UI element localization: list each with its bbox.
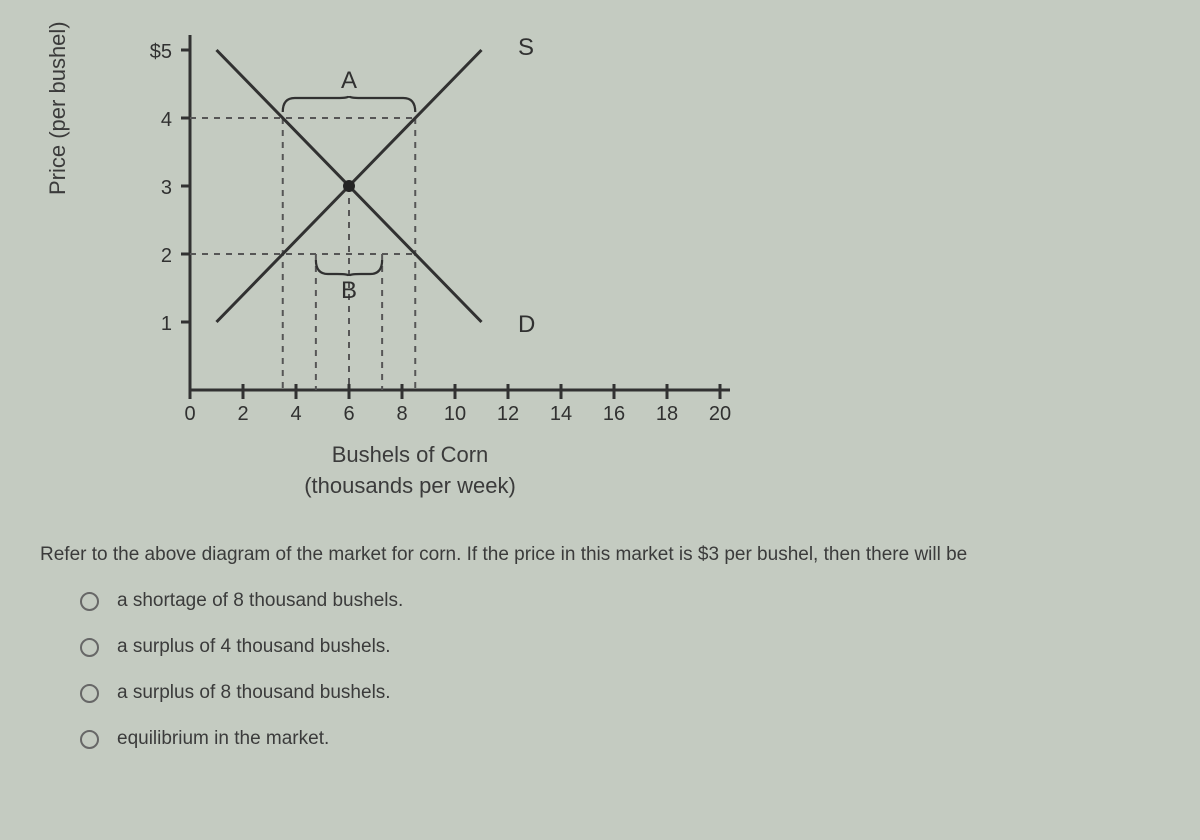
svg-text:14: 14	[550, 403, 572, 425]
option-label: a surplus of 8 thousand bushels.	[117, 682, 391, 704]
svg-text:1: 1	[161, 313, 172, 335]
x-axis-label-block: Bushels of Corn (thousands per week)	[60, 440, 760, 502]
option-label: a shortage of 8 thousand bushels.	[117, 590, 403, 612]
svg-text:B: B	[341, 277, 357, 304]
svg-text:S: S	[518, 34, 534, 61]
option-label: equilibrium in the market.	[117, 728, 329, 750]
option-row-2[interactable]: a surplus of 8 thousand bushels.	[80, 682, 403, 704]
radio-icon[interactable]	[80, 638, 99, 657]
svg-text:12: 12	[497, 403, 519, 425]
svg-text:2: 2	[161, 245, 172, 267]
svg-text:D: D	[518, 311, 535, 338]
svg-text:$5: $5	[150, 41, 172, 63]
chart-area: $5432102468101214161820SDAB	[60, 20, 760, 480]
option-row-0[interactable]: a shortage of 8 thousand bushels.	[80, 590, 403, 612]
svg-text:20: 20	[709, 403, 731, 425]
svg-text:2: 2	[237, 403, 248, 425]
svg-text:4: 4	[161, 109, 172, 131]
y-axis-label: Price (per bushel)	[45, 21, 71, 195]
svg-text:A: A	[341, 67, 357, 94]
radio-icon[interactable]	[80, 592, 99, 611]
svg-text:8: 8	[396, 403, 407, 425]
question-text: Refer to the above diagram of the market…	[40, 540, 1160, 570]
x-axis-label-line1: Bushels of Corn	[60, 440, 760, 471]
svg-text:3: 3	[161, 177, 172, 199]
svg-text:16: 16	[603, 403, 625, 425]
option-row-1[interactable]: a surplus of 4 thousand bushels.	[80, 636, 403, 658]
svg-text:18: 18	[656, 403, 678, 425]
supply-demand-chart: $5432102468101214161820SDAB	[60, 20, 760, 480]
x-axis-label-line2: (thousands per week)	[60, 471, 760, 502]
radio-icon[interactable]	[80, 684, 99, 703]
option-row-3[interactable]: equilibrium in the market.	[80, 728, 403, 750]
page-root: $5432102468101214161820SDAB Price (per b…	[0, 0, 1200, 840]
option-label: a surplus of 4 thousand bushels.	[117, 636, 391, 658]
svg-text:10: 10	[444, 403, 466, 425]
svg-text:0: 0	[184, 403, 195, 425]
svg-text:6: 6	[343, 403, 354, 425]
radio-icon[interactable]	[80, 730, 99, 749]
svg-text:4: 4	[290, 403, 301, 425]
answer-options: a shortage of 8 thousand bushels. a surpl…	[80, 590, 403, 774]
